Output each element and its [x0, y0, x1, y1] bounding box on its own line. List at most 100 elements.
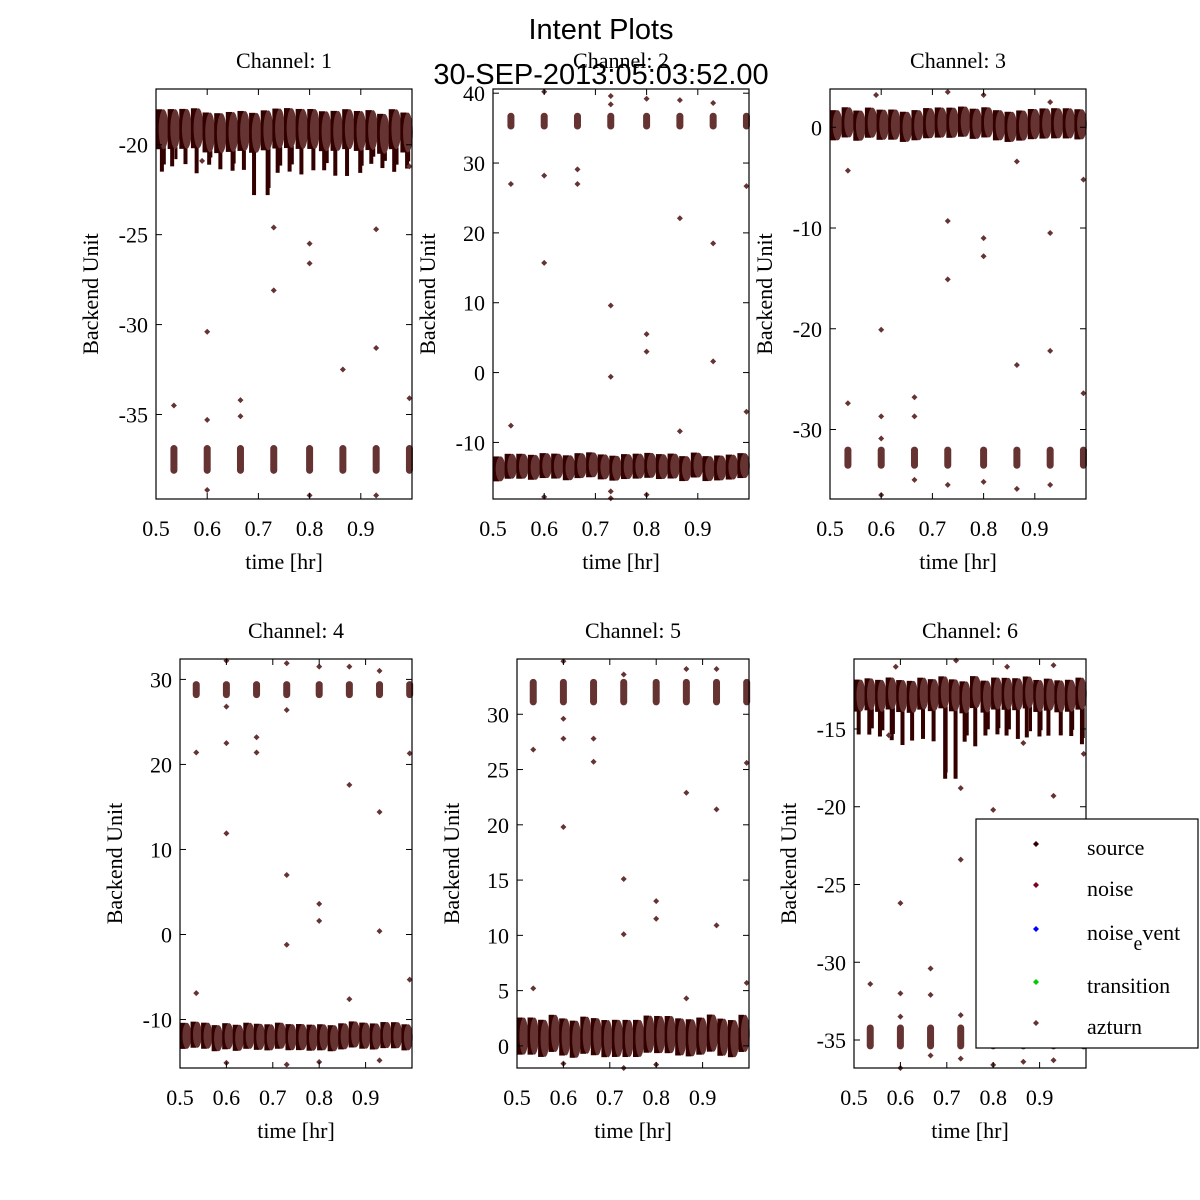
outlier-point [911, 476, 918, 483]
plot-area [854, 657, 1088, 1071]
outlier-point [743, 979, 750, 986]
band-overlay [600, 454, 611, 480]
y-tick-label: 10 [150, 837, 172, 862]
outlier-point [911, 413, 918, 420]
panel-channel-2: 0.5 0.6 0.7 0.8 0.9 40 30 20 10 0 -10 time [hr] Back… [415, 48, 750, 574]
source-band-tail [279, 146, 283, 166]
outlier-point [878, 326, 885, 333]
azturn-cluster [573, 112, 581, 130]
band-overlay [658, 454, 669, 480]
y-axis-label: Backend Unit [415, 233, 440, 355]
outlier-point [713, 922, 720, 929]
outlier-point [957, 785, 964, 792]
source-band-tail [322, 149, 327, 171]
band-overlay [972, 676, 982, 709]
y-tick-label: 40 [463, 81, 485, 106]
axes-box [155, 88, 413, 500]
source-band-tail [944, 706, 948, 773]
x-tick-label: 0.8 [305, 1085, 333, 1110]
outlier-point [643, 331, 650, 338]
azturn-cluster [507, 112, 515, 130]
outlier-point [270, 287, 277, 294]
outlier-point [1004, 663, 1011, 670]
y-tick-label: 5 [498, 979, 509, 1004]
source-band-tail [290, 146, 294, 165]
y-tick-label: -15 [817, 717, 846, 742]
azturn-cluster [682, 678, 690, 706]
outlier-point [530, 985, 537, 992]
band-overlay [540, 1019, 550, 1057]
panel-title: Channel: 2 [573, 48, 669, 73]
y-tick-label: 30 [487, 702, 509, 727]
band-overlay [603, 1020, 613, 1058]
band-overlay [228, 111, 239, 152]
outlier-point [253, 734, 260, 741]
band-overlay [677, 1018, 687, 1056]
band-overlay [693, 452, 704, 478]
outlier-point [376, 928, 383, 935]
band-overlay [909, 680, 919, 713]
band-overlay [266, 1024, 276, 1051]
outlier-point [1047, 99, 1054, 106]
panel-channel-1: 0.5 0.6 0.7 0.8 0.9 -20 -25 -30 -35 time [hr] Back… [78, 48, 413, 574]
source-band-tail [395, 147, 399, 165]
outlier-point [1080, 750, 1087, 757]
y-tick-label: -20 [119, 133, 148, 158]
outlier-point [339, 366, 346, 373]
source-band-tail [333, 148, 338, 176]
outlier-point [316, 917, 323, 924]
outlier-point [306, 260, 313, 267]
band-overlay [518, 453, 529, 479]
band-overlay [565, 455, 576, 481]
band-overlay [351, 1021, 361, 1048]
legend-box [975, 818, 1199, 1049]
source-band-tail [392, 147, 397, 172]
band-overlay [356, 110, 367, 151]
axes-box [492, 88, 750, 500]
x-tick-label: 0.8 [296, 516, 324, 541]
band-overlay [961, 681, 971, 714]
azturn-cluster [405, 445, 413, 474]
band-overlay [507, 453, 518, 479]
outlier-point [743, 183, 750, 190]
y-tick-label: -25 [119, 223, 148, 248]
band-overlay [158, 109, 169, 150]
panel-title: Channel: 5 [585, 618, 681, 643]
y-tick-label: -35 [119, 402, 148, 427]
band-overlay [716, 455, 727, 481]
source-band-tail [1004, 707, 1009, 736]
x-tick-label: 0.7 [919, 516, 947, 541]
outlier-point [560, 824, 567, 831]
band-overlay [379, 113, 390, 154]
outlier-point [990, 806, 997, 813]
band-overlay [688, 1019, 698, 1057]
y-tick-label: 25 [487, 758, 509, 783]
band-overlay [1077, 109, 1087, 140]
x-axis-label: time [hr] [257, 1118, 335, 1143]
band-overlay [298, 1024, 308, 1051]
source-band-tail [953, 709, 958, 779]
band-overlay [1007, 111, 1017, 142]
y-tick-label: 20 [150, 752, 172, 777]
outlier-point [927, 991, 934, 998]
outlier-point [944, 276, 951, 283]
x-tick-label: 0.5 [142, 516, 170, 541]
band-overlay [888, 677, 897, 710]
outlier-point [406, 395, 413, 402]
legend-label: noise [1087, 876, 1133, 901]
outlier-point [878, 413, 885, 420]
band-overlay [890, 109, 901, 140]
outlier-point [710, 358, 717, 365]
azturn-cluster [957, 1024, 965, 1050]
band-overlay [670, 453, 680, 479]
azturn-cluster [283, 681, 291, 699]
band-overlay [972, 108, 983, 139]
outlier-point [897, 900, 904, 907]
outlier-point [316, 663, 323, 670]
band-overlay [1004, 677, 1013, 710]
band-overlay [593, 1018, 603, 1056]
outlier-point [927, 1052, 934, 1059]
legend: source noise noiseevent transition azturn [975, 818, 1199, 1049]
outlier-point [607, 373, 614, 380]
y-tick-label: 10 [463, 291, 485, 316]
